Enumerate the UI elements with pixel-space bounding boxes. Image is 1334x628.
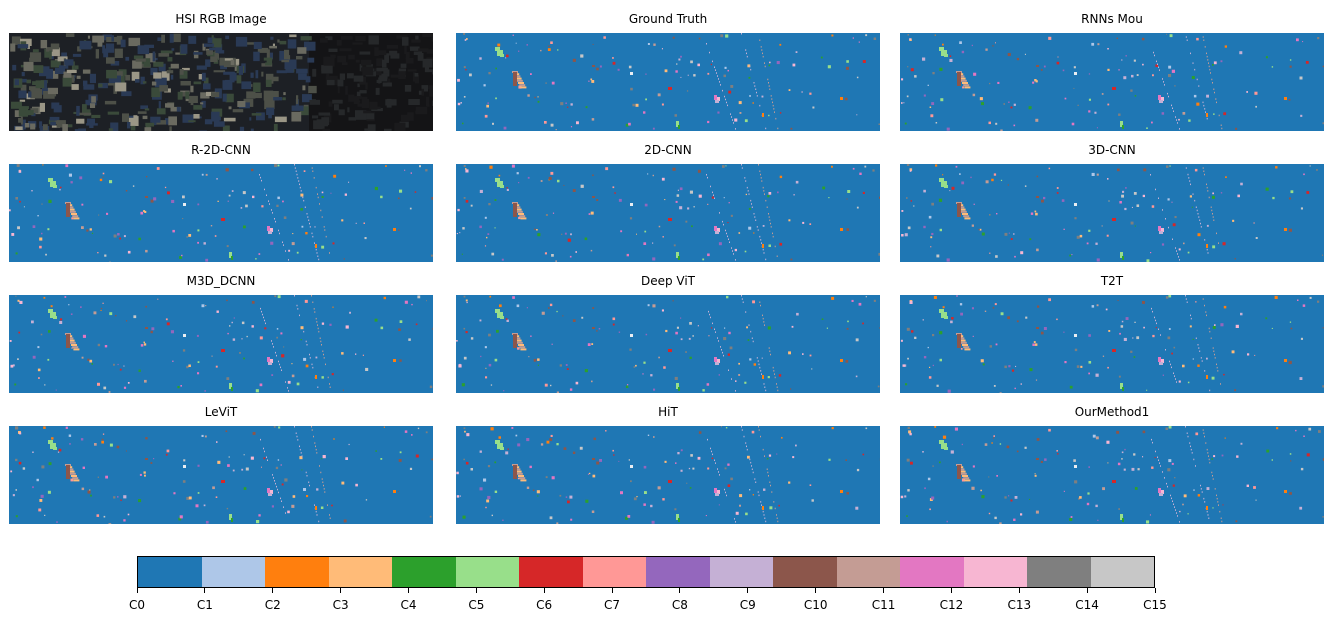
- colorbar-tick: [883, 588, 885, 593]
- colorbar-segment: [582, 557, 646, 587]
- colorbar-segment: [265, 557, 329, 587]
- panel-ground-truth: Ground Truth: [456, 12, 880, 131]
- colorbar-tick-label: C6: [536, 598, 553, 612]
- panel-deep-vit: Deep ViT: [456, 274, 880, 393]
- panel-title: 2D-CNN: [644, 143, 692, 157]
- classification-map: [900, 426, 1324, 524]
- colorbar-segment: [201, 557, 265, 587]
- classification-map: [9, 426, 433, 524]
- colorbar-segment: [963, 557, 1027, 587]
- classification-map: [456, 164, 880, 262]
- colorbar-segment: [836, 557, 900, 587]
- panel-title: Deep ViT: [640, 274, 696, 288]
- colorbar-tick: [475, 588, 477, 593]
- colorbar-tick-label: C12: [939, 598, 964, 612]
- colorbar-tick: [815, 588, 817, 593]
- panel-title: RNNs Mou: [1081, 12, 1143, 26]
- colorbar-tick: [679, 588, 681, 593]
- panel-title: LeViT: [204, 405, 238, 419]
- colorbar-tick-label: C9: [739, 598, 756, 612]
- colorbar-tick-label: C0: [128, 598, 145, 612]
- classification-map: [456, 295, 880, 393]
- hsi-rgb-image: [9, 33, 433, 131]
- panel-2d-cnn: 2D-CNN: [456, 143, 880, 262]
- classification-map: [900, 33, 1324, 131]
- colorbar-tick: [1154, 588, 1156, 593]
- colorbar-tick-label: C13: [1007, 598, 1032, 612]
- panel-title: OurMethod1: [1074, 405, 1150, 419]
- colorbar-tick: [543, 588, 545, 593]
- panel-title: T2T: [1100, 274, 1124, 288]
- panel-title: 3D-CNN: [1088, 143, 1136, 157]
- colorbar-tick-label: C15: [1143, 598, 1167, 612]
- colorbar-tick-label: C10: [803, 598, 828, 612]
- colorbar-segment: [138, 557, 202, 587]
- colorbar-tick: [407, 588, 409, 593]
- colorbar-tick: [204, 588, 206, 593]
- classification-map: [9, 295, 433, 393]
- colorbar-tick-label: C14: [1075, 598, 1099, 612]
- colorbar-tick: [747, 588, 749, 593]
- colorbar-tick: [950, 588, 952, 593]
- classification-map: [456, 426, 880, 524]
- colorbar-segment: [519, 557, 583, 587]
- panel-ourmethod1: OurMethod1: [900, 405, 1324, 524]
- panel-r-2d-cnn: R-2D-CNN: [9, 143, 433, 262]
- class-colorbar: [137, 556, 1155, 588]
- colorbar-tick-label: C11: [871, 598, 896, 612]
- panel-3d-cnn: 3D-CNN: [900, 143, 1324, 262]
- colorbar-tick-label: C2: [264, 598, 281, 612]
- panel-levit: LeViT: [9, 405, 433, 524]
- colorbar-tick: [136, 588, 138, 593]
- panel-title: R-2D-CNN: [191, 143, 251, 157]
- colorbar-tick-label: C4: [400, 598, 417, 612]
- panel-title: HSI RGB Image: [175, 12, 267, 26]
- colorbar-tick: [611, 588, 613, 593]
- colorbar-tick-label: C8: [671, 598, 688, 612]
- colorbar-segment: [328, 557, 392, 587]
- panel-hit: HiT: [456, 405, 880, 524]
- classification-map: [900, 295, 1324, 393]
- colorbar-tick-label: C7: [604, 598, 621, 612]
- colorbar-segment: [709, 557, 773, 587]
- panel-hsi-rgb-image: HSI RGB Image: [9, 12, 433, 131]
- colorbar-tick: [272, 588, 274, 593]
- colorbar-tick: [340, 588, 342, 593]
- classification-map: [900, 164, 1324, 262]
- panel-m3d-dcnn: M3D_DCNN: [9, 274, 433, 393]
- colorbar-segment: [1027, 557, 1091, 587]
- colorbar-segment: [392, 557, 456, 587]
- colorbar-tick-label: C1: [196, 598, 213, 612]
- panel-title: Ground Truth: [628, 12, 708, 26]
- colorbar-tick: [1018, 588, 1020, 593]
- panel-rnns-mou: RNNs Mou: [900, 12, 1324, 131]
- colorbar-tick-label: C5: [468, 598, 485, 612]
- colorbar-segment: [646, 557, 710, 587]
- colorbar-segment: [900, 557, 964, 587]
- colorbar-segment: [1090, 557, 1154, 587]
- panel-title: HiT: [658, 405, 678, 419]
- panel-title: M3D_DCNN: [186, 274, 256, 288]
- classification-map: [456, 33, 880, 131]
- classification-map: [9, 164, 433, 262]
- colorbar-tick: [1086, 588, 1088, 593]
- colorbar-segment: [455, 557, 519, 587]
- panel-t2t: T2T: [900, 274, 1324, 393]
- colorbar-tick-label: C3: [332, 598, 349, 612]
- colorbar-segment: [773, 557, 837, 587]
